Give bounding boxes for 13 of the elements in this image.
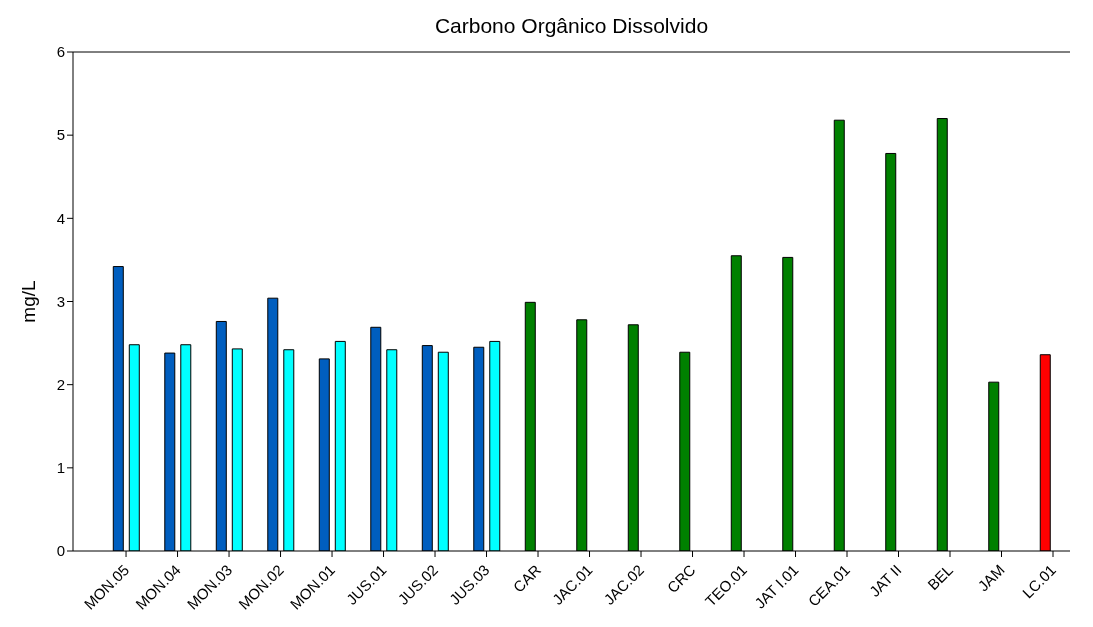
x-tick-label: CAR [509, 560, 545, 596]
y-tick-label: 2 [56, 375, 65, 393]
y-tick-label: 6 [56, 43, 65, 61]
y-tick-label: 0 [56, 542, 65, 560]
x-tick-label: JAT I.01 [751, 561, 802, 612]
chart-title: Carbono Orgânico Dissolvido [433, 14, 710, 38]
x-tick-label: BEL [924, 561, 957, 594]
y-tick-label: 3 [56, 292, 65, 310]
y-tick-label: 5 [56, 126, 65, 144]
x-tick-label: JAT II [865, 561, 905, 600]
y-tick-label: 4 [56, 209, 65, 227]
y-tick-label: 1 [56, 459, 65, 477]
y-axis-title: mg/L [17, 280, 39, 323]
